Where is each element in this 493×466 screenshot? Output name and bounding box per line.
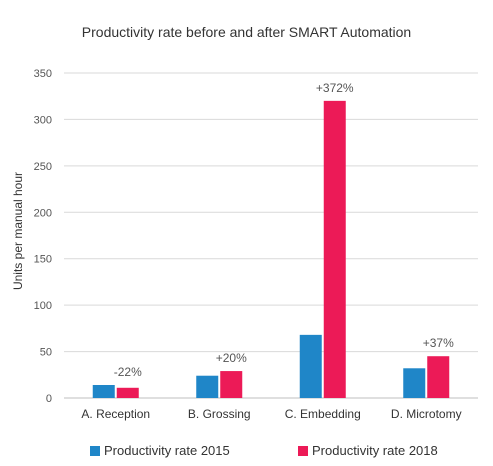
data-annotation: +372% (316, 81, 354, 95)
legend-label-2018: Productivity rate 2018 (312, 443, 438, 458)
legend-label-2015: Productivity rate 2015 (104, 443, 230, 458)
bar-2015 (299, 334, 322, 398)
chart-title: Productivity rate before and after SMART… (81, 24, 412, 40)
legend-swatch-2018 (298, 445, 308, 456)
bar-chart: 0 50 100 150 200 250 300 350 -22% A. Reception +20… (34, 68, 478, 421)
x-tick-label: D. Microtomy (391, 407, 462, 421)
y-tick-label: 150 (34, 254, 52, 266)
x-tick-label: C. Embedding (285, 407, 361, 421)
x-tick-label: A. Reception (81, 407, 150, 421)
bar-2018 (427, 356, 450, 398)
bar-2015 (92, 385, 115, 398)
bar-2018 (220, 371, 243, 398)
y-tick-label: 350 (34, 68, 52, 80)
legend-item-2015: Productivity rate 2015 (90, 443, 230, 458)
bar-2015 (403, 368, 426, 398)
legend-swatch-2015 (90, 445, 100, 456)
data-annotation: +37% (423, 336, 454, 350)
data-annotation: -22% (114, 365, 142, 379)
bar-2018 (116, 387, 139, 398)
y-tick-label: 0 (46, 393, 52, 405)
y-tick-label: 300 (34, 114, 52, 126)
y-tick-label: 200 (34, 207, 52, 219)
data-annotation: +20% (216, 351, 247, 365)
x-tick-label: B. Grossing (188, 407, 251, 421)
y-tick-label: 100 (34, 300, 52, 312)
legend-item-2018: Productivity rate 2018 (298, 443, 438, 458)
bar-2018 (323, 100, 346, 398)
bar-2015 (196, 375, 219, 398)
y-tick-label: 250 (34, 161, 52, 173)
y-tick-label: 50 (40, 347, 52, 359)
